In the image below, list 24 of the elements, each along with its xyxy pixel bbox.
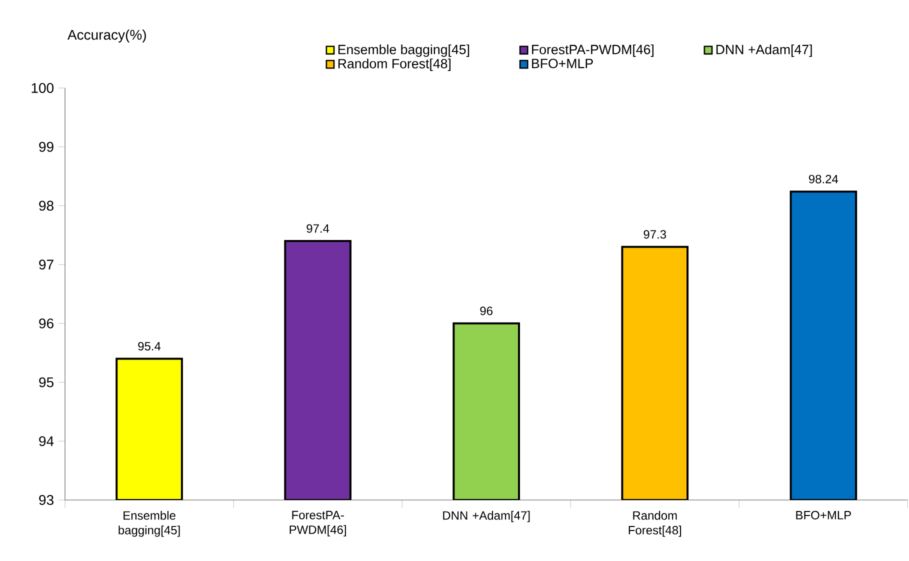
x-tick-label: Random Forest[48] — [628, 510, 682, 537]
y-tick-label: 100 — [32, 83, 54, 93]
y-tick-label: 95 — [39, 377, 54, 388]
legend-label: BFO+MLP — [532, 58, 593, 68]
legend-label: Ensemble bagging[45] — [338, 44, 470, 57]
x-tick-label: ForestPA-PWDM[46] — [290, 510, 346, 536]
y-axis-title: Accuracy(%) — [67, 29, 146, 43]
data-label: 98.24 — [808, 174, 838, 184]
data-label: 97.3 — [644, 230, 666, 239]
legend-label: DNN +Adam[47] — [716, 44, 812, 57]
data-label: 96 — [480, 306, 492, 316]
data-label: 95.4 — [138, 342, 161, 350]
x-tick-label: Ensemble bagging[45] — [118, 510, 180, 537]
y-tick-label: 99 — [39, 142, 54, 152]
y-tick-label: 97 — [39, 260, 54, 270]
legend-label: ForestPA-PWDM[46] — [532, 44, 654, 57]
y-tick-label: 93 — [39, 495, 54, 505]
y-tick-label: 98 — [39, 200, 54, 211]
y-tick-label: 96 — [39, 318, 54, 328]
legend-label: Random Forest[48] — [338, 58, 450, 72]
x-tick-label: BFO+MLP — [796, 510, 851, 520]
x-tick-label: DNN +Adam[47] — [443, 510, 530, 522]
y-tick-label: 94 — [39, 436, 54, 446]
data-label: 97.4 — [306, 224, 330, 233]
